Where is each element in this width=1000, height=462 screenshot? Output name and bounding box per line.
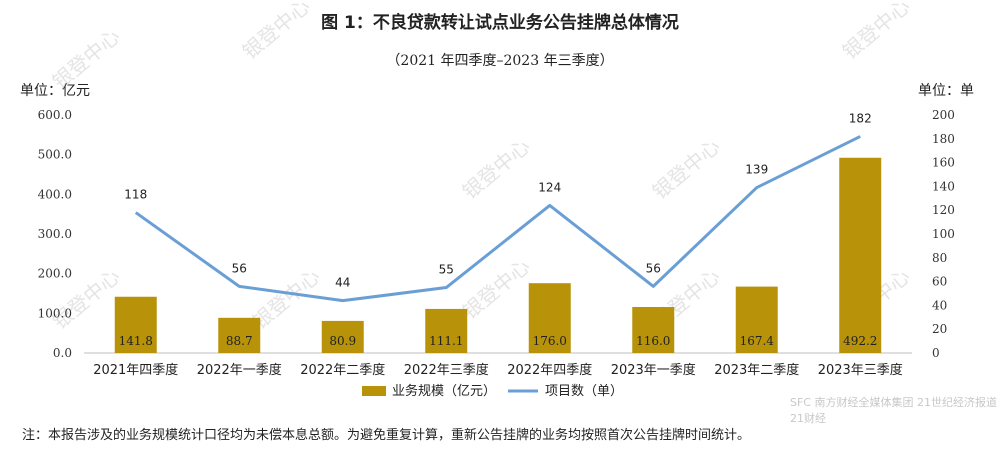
right-axis-tick-label: 100 <box>932 227 955 241</box>
bar <box>839 157 882 353</box>
right-axis-tick-label: 40 <box>932 298 947 312</box>
bar-data-label: 111.1 <box>429 334 463 348</box>
left-axis-unit: 单位：亿元 <box>20 83 90 99</box>
right-axis-tick-label: 180 <box>932 132 955 146</box>
line-data-label: 182 <box>849 111 872 125</box>
publisher-watermark: SFC 南方财经全媒体集团 21世纪经济报道 21财经 <box>790 396 997 425</box>
bar-data-label: 492.2 <box>843 334 877 348</box>
right-axis-tick-label: 160 <box>932 156 955 170</box>
left-axis-tick-label: 300.0 <box>38 227 72 241</box>
right-axis-tick-label: 60 <box>932 275 947 289</box>
bar-data-label: 88.7 <box>226 334 253 348</box>
bar-data-label: 80.9 <box>329 334 356 348</box>
right-axis-tick-label: 80 <box>932 251 947 265</box>
right-axis-tick-label: 140 <box>932 179 955 193</box>
bar-data-label: 167.4 <box>740 334 775 348</box>
category-label: 2023年三季度 <box>818 362 903 378</box>
right-axis-tick-label: 0 <box>932 346 940 360</box>
category-label: 2022年一季度 <box>197 362 282 378</box>
bar <box>528 283 571 353</box>
line-data-label: 55 <box>439 263 454 277</box>
footnote: 注：本报告涉及的业务规模统计口径均为未偿本息总额。为避免重复计算，重新公告挂牌的… <box>22 428 751 443</box>
category-label: 2021年四季度 <box>93 362 178 378</box>
left-axis-tick-label: 100.0 <box>38 306 72 320</box>
category-label: 2023年一季度 <box>611 362 696 378</box>
bar-data-label: 141.8 <box>119 334 153 348</box>
line-data-label: 139 <box>745 163 768 177</box>
line-series <box>134 135 861 303</box>
watermark-text: 银登中心 <box>458 254 535 324</box>
category-label: 2022年四季度 <box>507 362 592 378</box>
right-axis-tick-label: 20 <box>932 322 947 336</box>
category-label: 2023年二季度 <box>714 362 799 378</box>
left-axis-tick-label: 600.0 <box>38 108 72 122</box>
chart-title: 图 1：不良贷款转让试点业务公告挂牌总体情况 <box>321 13 679 33</box>
watermark-text: 银登中心 <box>648 134 725 204</box>
left-axis-tick-label: 200.0 <box>38 267 72 281</box>
bar <box>321 320 364 353</box>
watermark-text: 银登中心 <box>838 0 915 64</box>
watermark-text: 银登中心 <box>48 24 125 94</box>
left-axis-tick-label: 500.0 <box>38 148 72 162</box>
line-data-label: 56 <box>646 261 661 275</box>
legend-bar-label: 业务规模（亿元） <box>392 383 496 399</box>
bar <box>632 306 675 353</box>
left-axis-tick-label: 0.0 <box>53 346 72 360</box>
legend-bar-swatch <box>362 386 386 396</box>
watermark-text: 银登中心 <box>458 134 535 204</box>
bar <box>218 317 261 353</box>
line-data-label: 44 <box>335 276 350 290</box>
line-data-label: 118 <box>124 188 147 202</box>
bar <box>735 286 778 353</box>
line-data-label: 56 <box>232 261 247 275</box>
line-data-label: 124 <box>538 180 561 194</box>
bar <box>425 308 468 353</box>
left-axis-tick-label: 400.0 <box>38 187 72 201</box>
bar <box>114 296 157 353</box>
category-label: 2022年三季度 <box>404 362 489 378</box>
legend-line-label: 项目数（单） <box>545 384 623 399</box>
right-axis-tick-label: 120 <box>932 203 955 217</box>
category-label: 2022年二季度 <box>300 362 385 378</box>
watermark-text: 银登中心 <box>238 0 315 64</box>
bar-data-label: 176.0 <box>533 334 567 348</box>
right-axis-unit: 单位：单 <box>918 83 974 99</box>
bar-data-label: 116.0 <box>636 334 670 348</box>
right-axis-tick-label: 200 <box>932 108 955 122</box>
chart-subtitle: （2021 年四季度–2023 年三季度） <box>386 53 614 69</box>
